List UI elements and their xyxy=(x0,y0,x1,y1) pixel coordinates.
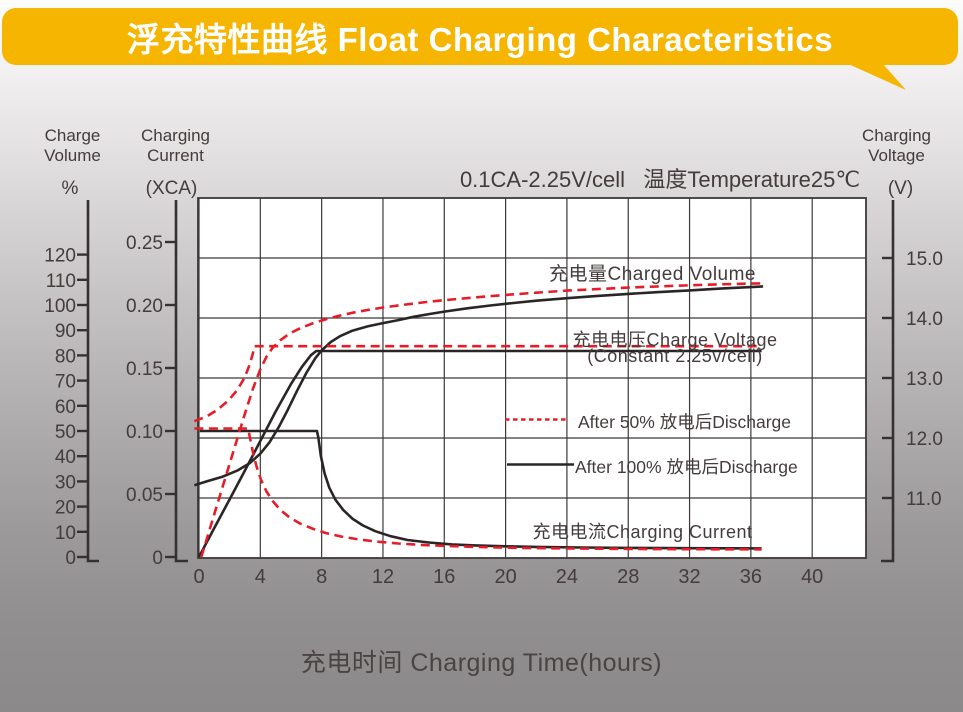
current-tick-label-0: 0 xyxy=(152,548,163,569)
current-tick-label-0.15: 0.15 xyxy=(126,359,163,380)
voltage-tick-label-11.0: 11.0 xyxy=(906,489,942,510)
percent-tick-label-50: 50 xyxy=(55,422,76,443)
page-title: 浮充特性曲线 Float Charging Characteristics xyxy=(126,20,834,58)
series-charging_current_50 xyxy=(194,427,762,551)
percent-axis-title-line1: Charge xyxy=(44,126,101,145)
current-axis-title-line2: Current xyxy=(147,146,204,165)
percent-tick-label-20: 20 xyxy=(55,498,76,519)
percent-tick-label-80: 80 xyxy=(55,346,76,367)
percent-tick-label-0: 0 xyxy=(65,548,76,569)
legend-label-50-discharge: After 50% 放电后Discharge xyxy=(578,412,791,432)
x-tick-label-40: 40 xyxy=(801,566,823,588)
series-charge_voltage_50 xyxy=(193,344,762,423)
voltage-tick-label-15.0: 15.0 xyxy=(906,249,943,270)
series-charge_voltage_100 xyxy=(197,349,762,558)
percent-axis-unit: % xyxy=(61,178,79,199)
percent-tick-label-100: 100 xyxy=(44,296,76,317)
percent-tick-label-90: 90 xyxy=(55,321,76,342)
current-axis-line xyxy=(174,200,188,563)
voltage-axis-line xyxy=(881,200,895,563)
current-axis-title: Charging Current xyxy=(108,126,243,166)
x-tick-label-24: 24 xyxy=(556,566,578,588)
charged-volume-label: 充电量Charged Volume xyxy=(548,264,757,285)
x-tick-label-12: 12 xyxy=(372,566,394,588)
current-tick-label-0.10: 0.10 xyxy=(126,422,163,443)
current-tick-label-0.25: 0.25 xyxy=(126,233,163,254)
percent-tick-label-110: 110 xyxy=(46,271,76,292)
percent-tick-label-70: 70 xyxy=(55,372,76,393)
series-charged_volume_100 xyxy=(194,285,764,487)
x-tick-label-0: 0 xyxy=(193,566,204,588)
x-tick-label-16: 16 xyxy=(433,566,455,588)
percent-tick-label-120: 120 xyxy=(44,246,76,267)
x-tick-label-36: 36 xyxy=(740,566,762,588)
voltage-axis-unit: (V) xyxy=(887,178,914,199)
current-tick-label-0.05: 0.05 xyxy=(126,485,163,506)
voltage-axis-title: Charging Voltage xyxy=(830,126,963,166)
header-banner: 浮充特性曲线 Float Charging Characteristics xyxy=(2,8,958,65)
x-tick-label-28: 28 xyxy=(617,566,639,588)
x-tick-label-4: 4 xyxy=(255,566,266,588)
x-tick-label-8: 8 xyxy=(316,566,327,588)
percent-tick-label-30: 30 xyxy=(55,472,76,493)
current-axis-unit: (XCA) xyxy=(145,178,198,199)
series-charged_volume_50 xyxy=(200,282,764,558)
voltage-axis-title-line2: Voltage xyxy=(868,146,925,165)
current-axis-title-line1: Charging xyxy=(141,126,210,145)
current-tick-label-0.20: 0.20 xyxy=(126,296,163,317)
voltage-tick-label-12.0: 12.0 xyxy=(906,429,943,450)
chart-condition-title: 0.1CA-2.25V/cell 温度Temperature25℃ xyxy=(459,167,861,192)
percent-tick-label-40: 40 xyxy=(55,447,76,468)
voltage-tick-label-13.0: 13.0 xyxy=(906,369,943,390)
x-tick-label-20: 20 xyxy=(494,566,516,588)
x-axis-title: 充电时间 Charging Time(hours) xyxy=(300,649,663,677)
percent-axis-line xyxy=(86,200,99,563)
percent-axis-title-line2: Volume xyxy=(44,146,101,165)
plot-border xyxy=(197,197,867,559)
x-tick-label-32: 32 xyxy=(678,566,700,588)
voltage-axis-title-line1: Charging xyxy=(862,126,931,145)
legend-label-100-discharge: After 100% 放电后Discharge xyxy=(575,457,798,477)
percent-tick-label-60: 60 xyxy=(55,397,76,418)
charge-voltage-label: 充电电压Charge Voltage xyxy=(572,330,778,350)
voltage-tick-label-14.0: 14.0 xyxy=(906,309,943,330)
charging-current-label: 充电电流Charging Current xyxy=(532,522,753,542)
percent-axis-title: Charge Volume xyxy=(5,126,140,166)
charge-voltage-sublabel: (Constant 2.25v/cell) xyxy=(587,346,763,366)
percent-tick-label-10: 10 xyxy=(55,523,76,544)
